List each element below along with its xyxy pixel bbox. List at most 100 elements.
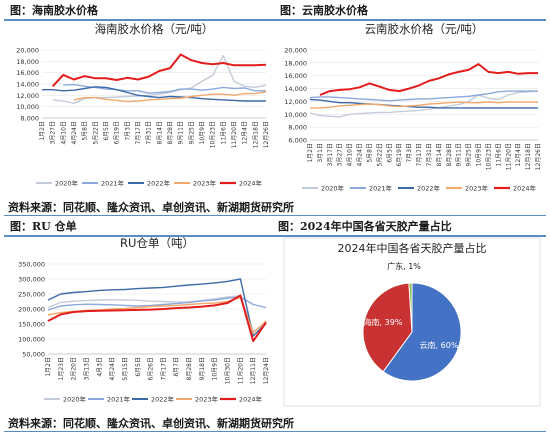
x-tick-label: 7月17日 bbox=[160, 357, 167, 380]
y-tick-label: 350,000 bbox=[18, 261, 45, 269]
source-note-bottom: 资料来源：同花顺、隆众资讯、卓创资讯、新湖期货研究所 bbox=[8, 417, 294, 430]
series-line bbox=[309, 98, 538, 109]
x-tick-label: 9月25日 bbox=[466, 143, 473, 166]
bottom-rule bbox=[4, 431, 546, 432]
x-tick-label: 4月24日 bbox=[109, 357, 116, 380]
y-tick-label: 20,000 bbox=[16, 47, 39, 55]
pie-label: 云南, 60% bbox=[420, 340, 459, 350]
chart-title: 海南胶水价格（元/吨） bbox=[95, 22, 214, 36]
legend-label: 2022年 bbox=[147, 179, 171, 188]
series-line bbox=[73, 91, 267, 103]
y-tick-label: 16,000 bbox=[16, 69, 39, 77]
legend-label: 2023年 bbox=[465, 184, 489, 193]
series-line bbox=[51, 53, 267, 87]
x-tick-label: 1月23日 bbox=[58, 357, 65, 380]
x-tick-label: 6月5日 bbox=[135, 357, 142, 377]
x-tick-label: 5月22日 bbox=[92, 121, 99, 144]
source-note-top: 资料来源：同花顺、隆众资讯、卓创资讯、新湖期货研究所 bbox=[8, 201, 294, 214]
x-tick-label: 10月30日 bbox=[225, 357, 232, 384]
x-tick-label: 5月15日 bbox=[122, 357, 129, 380]
y-tick-label: 150,000 bbox=[18, 321, 45, 329]
x-tick-label: 7月3日 bbox=[124, 121, 131, 141]
pie-label: 广东, 1% bbox=[387, 261, 421, 271]
x-tick-label: 2月20日 bbox=[71, 357, 78, 380]
y-tick-label: 14,000 bbox=[284, 85, 307, 93]
x-tick-label: 6月19日 bbox=[396, 143, 403, 166]
x-tick-label: 12月18日 bbox=[252, 121, 259, 148]
series-line bbox=[319, 63, 538, 96]
y-tick-label: 14,000 bbox=[16, 81, 39, 89]
legend-label: 2024年 bbox=[239, 395, 263, 404]
x-tick-label: 6月5日 bbox=[103, 121, 110, 141]
x-tick-label: 10月9日 bbox=[212, 357, 219, 380]
series-line bbox=[47, 296, 267, 311]
legend-label: 2021年 bbox=[107, 395, 131, 404]
x-tick-label: 12月4日 bbox=[242, 121, 249, 144]
series-line bbox=[52, 55, 267, 104]
x-tick-label: 4月24日 bbox=[71, 121, 78, 144]
series-line bbox=[47, 278, 267, 337]
y-tick-label: 50,000 bbox=[22, 351, 45, 359]
series-line bbox=[42, 86, 266, 102]
x-tick-label: 11月6日 bbox=[220, 121, 227, 144]
x-tick-label: 3月27日 bbox=[337, 143, 344, 166]
x-tick-label: 8月28日 bbox=[446, 143, 453, 166]
series-line bbox=[63, 83, 266, 94]
chart-title: RU仓单（吨） bbox=[120, 236, 194, 250]
y-tick-label: 300,000 bbox=[18, 276, 45, 284]
x-tick-label: 10月9日 bbox=[476, 143, 483, 166]
legend-label: 2022年 bbox=[151, 395, 175, 404]
legend-label: 2020年 bbox=[55, 179, 79, 188]
chart-title: 云南胶水价格（元/吨） bbox=[365, 22, 484, 36]
x-tick-label: 3月13日 bbox=[83, 357, 90, 380]
x-tick-label: 9月11日 bbox=[456, 143, 463, 166]
legend-label: 2021年 bbox=[369, 184, 393, 193]
x-tick-label: 12月26日 bbox=[263, 121, 270, 148]
x-tick-label: 5月8日 bbox=[366, 143, 373, 163]
legend-label: 2024年 bbox=[513, 184, 537, 193]
series-line bbox=[309, 90, 539, 118]
y-tick-label: 12,000 bbox=[284, 98, 307, 106]
y-tick-label: 12,000 bbox=[16, 92, 39, 100]
series-line bbox=[47, 294, 267, 343]
pie-label: 海南, 39% bbox=[364, 317, 403, 327]
x-tick-label: 4月10日 bbox=[347, 143, 354, 166]
x-tick-label: 7月17日 bbox=[416, 143, 423, 166]
x-tick-label: 8月28日 bbox=[167, 121, 174, 144]
y-tick-label: 18,000 bbox=[16, 58, 39, 66]
chart-title: 2024年中国各省天胶产量占比 bbox=[338, 241, 487, 255]
x-tick-label: 3月27日 bbox=[50, 121, 57, 144]
figure-caption-ru-warehouse: 图：RU 仓单 bbox=[10, 220, 77, 233]
x-tick-label: 5月22日 bbox=[376, 143, 383, 166]
y-tick-label: 250,000 bbox=[18, 291, 45, 299]
x-tick-label: 7月31日 bbox=[426, 143, 433, 166]
y-tick-label: 16,000 bbox=[284, 72, 307, 80]
x-tick-label: 12月24日 bbox=[263, 357, 270, 384]
x-tick-label: 7月3日 bbox=[406, 143, 413, 163]
x-tick-label: 11月6日 bbox=[495, 143, 502, 166]
yunnan-price-chart: 云南胶水价格（元/吨） 6,000 8,000 10,000 12,000 14,000 1… bbox=[284, 22, 542, 193]
x-tick-label: 7月31日 bbox=[146, 121, 153, 144]
y-tick-label: 100,000 bbox=[18, 336, 45, 344]
x-tick-label: 12月11日 bbox=[250, 357, 257, 384]
series-line bbox=[309, 90, 538, 102]
x-tick-label: 8月14日 bbox=[156, 121, 163, 144]
legend-label: 2020年 bbox=[321, 184, 345, 193]
y-tick-label: 18,000 bbox=[284, 59, 307, 67]
x-tick-label: 8月7日 bbox=[173, 357, 180, 377]
hainan-price-chart: 海南胶水价格（元/吨） 8,000 10,000 12,000 14,000 16,000… bbox=[16, 22, 270, 188]
x-tick-label: 7月17日 bbox=[135, 121, 142, 144]
pie-slice bbox=[408, 282, 413, 333]
y-tick-label: 200,000 bbox=[18, 306, 45, 314]
x-tick-label: 10月9日 bbox=[199, 121, 206, 144]
figure-caption-province-share: 图：2024年中国各省天胶产量占比 bbox=[278, 220, 452, 233]
y-tick-label: 20,000 bbox=[284, 47, 307, 55]
x-tick-label: 8月14日 bbox=[436, 143, 443, 166]
x-tick-label: 12月18日 bbox=[525, 143, 532, 170]
middle-rule bbox=[4, 215, 546, 216]
legend-label: 2024年 bbox=[239, 179, 263, 188]
x-tick-label: 1月2日 bbox=[45, 357, 52, 377]
y-tick-label: 6,000 bbox=[288, 137, 307, 145]
legend-label: 2022年 bbox=[417, 184, 441, 193]
